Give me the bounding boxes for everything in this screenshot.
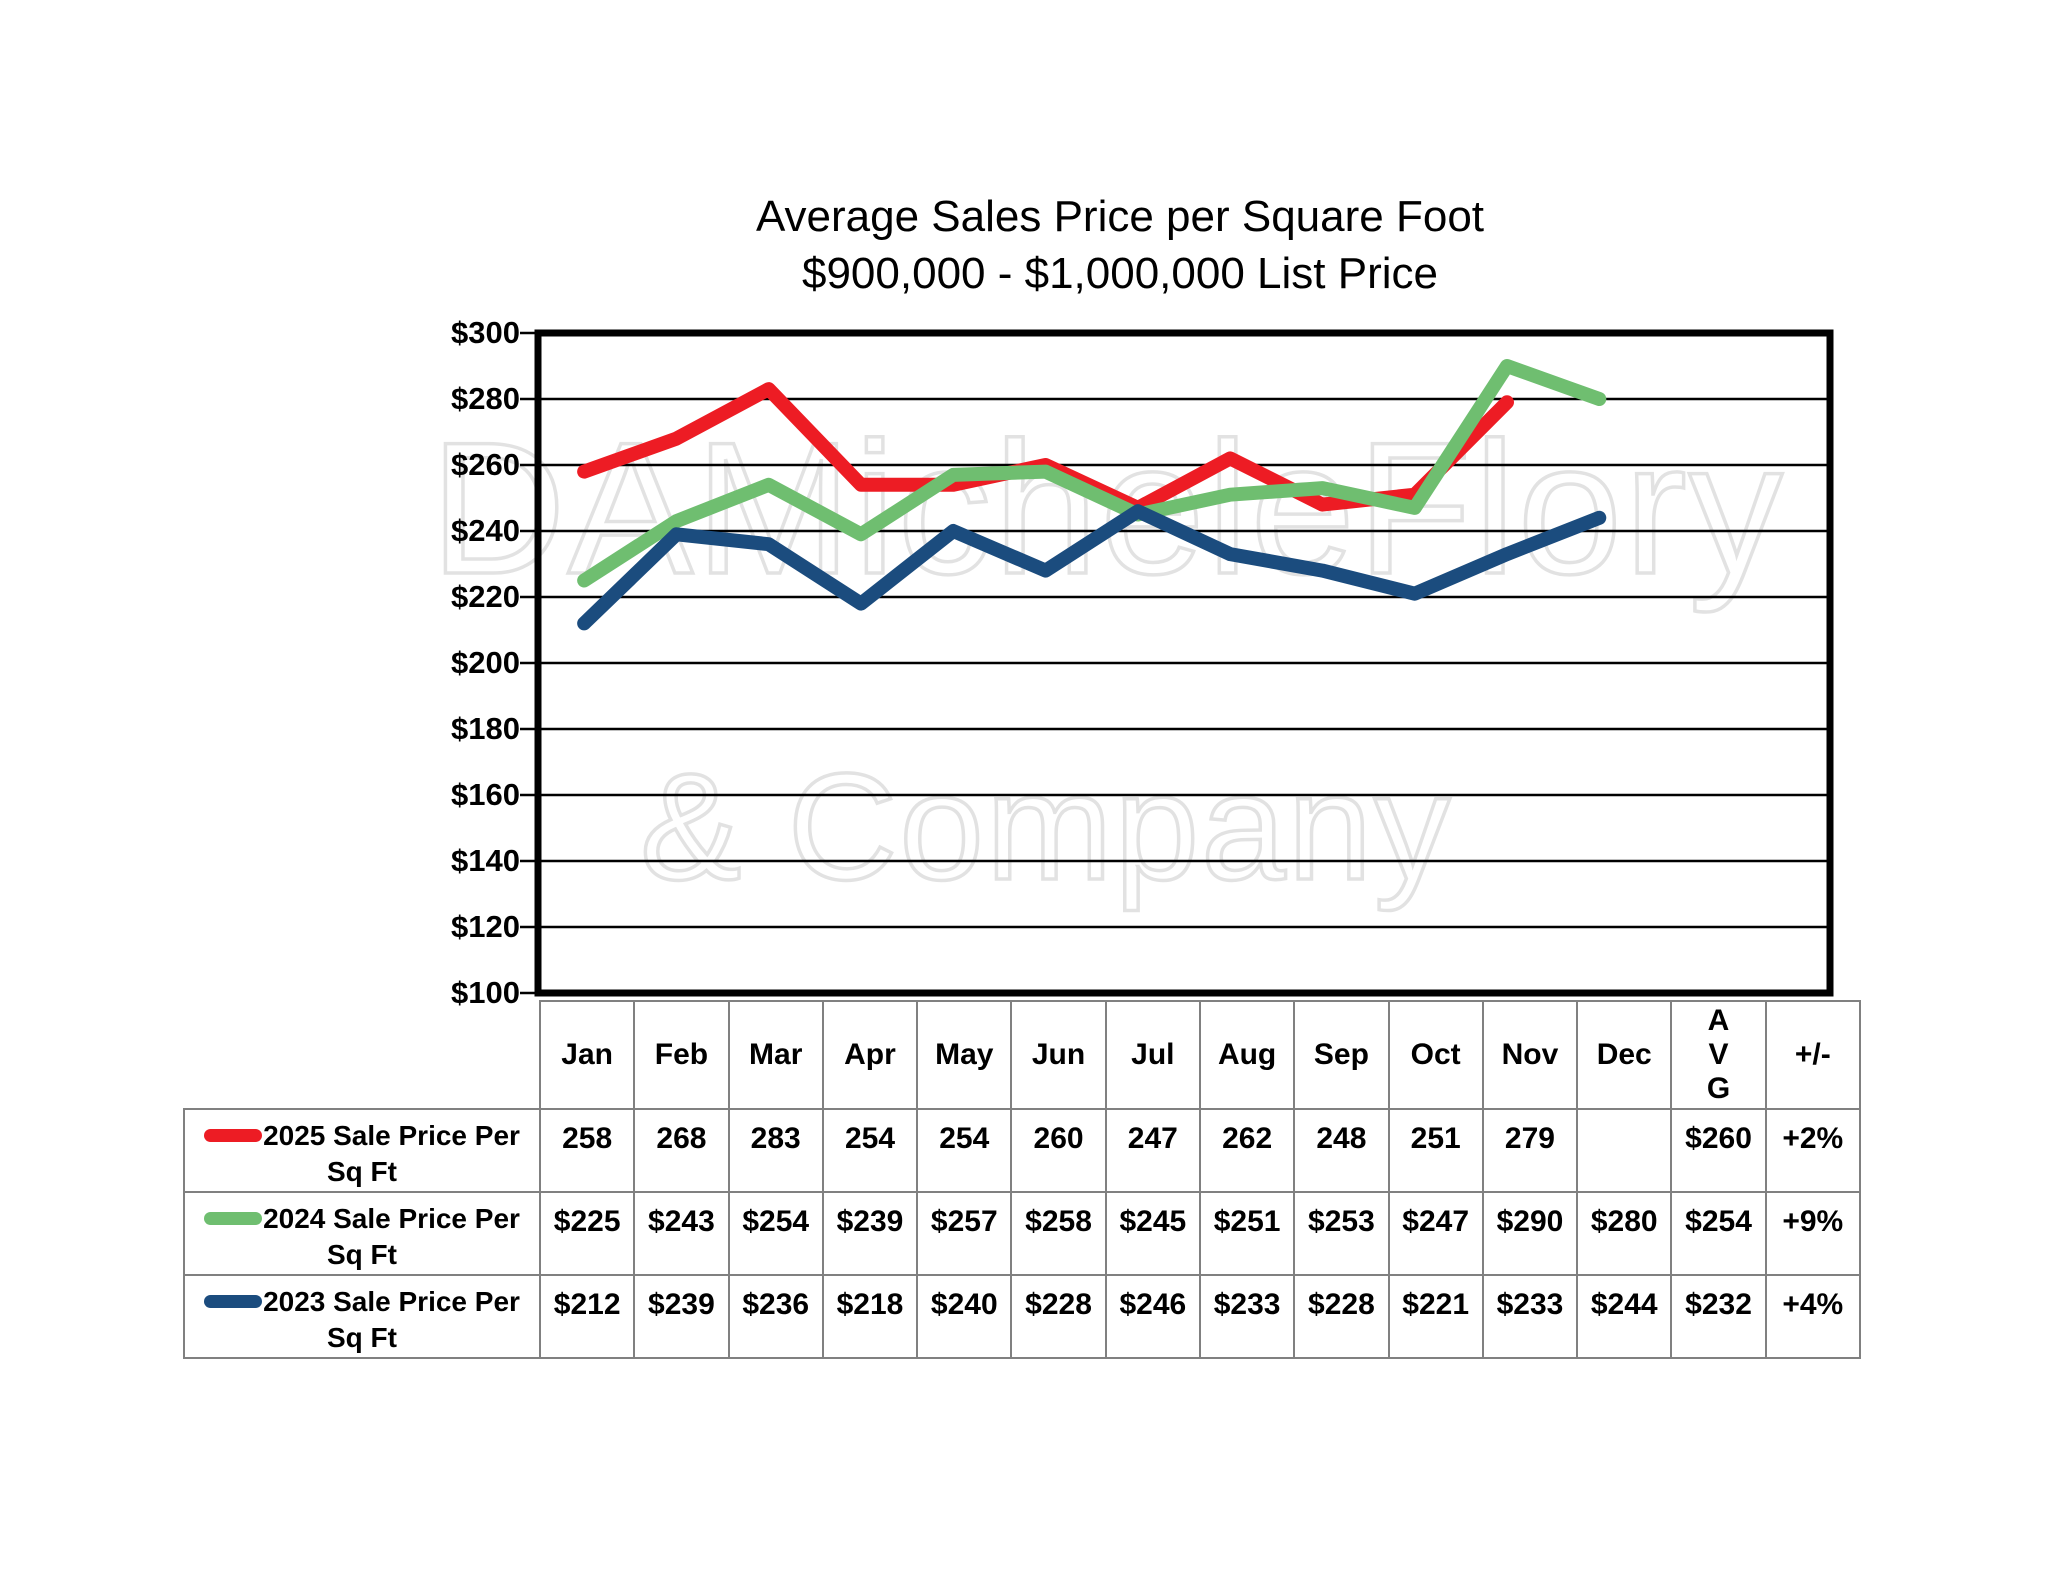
table-cell: +2% (1764, 1108, 1861, 1193)
row-label-text: 2024 Sale Price Per Sq Ft (263, 1203, 520, 1270)
series-line-2 (577, 504, 1607, 631)
legend-marker (204, 1212, 263, 1226)
legend-marker (204, 1295, 263, 1309)
table-cell: $253 (1293, 1191, 1390, 1276)
table-cell: $218 (821, 1274, 919, 1359)
series-line-1 (577, 359, 1607, 588)
table-cell: $233 (1198, 1274, 1296, 1359)
table-cell: $225 (538, 1191, 636, 1276)
table-row: 2024 Sale Price Per Sq Ft $225 $243 $254 $23… (183, 1191, 1861, 1276)
column-header: Mar (727, 1000, 824, 1110)
table-cell: $232 (1670, 1274, 1767, 1359)
series-line-0 (577, 382, 1514, 515)
column-header: Nov (1481, 1000, 1579, 1110)
y-axis-label: $180 (451, 711, 520, 746)
data-table: Jan Feb Mar Apr May Jun Jul Aug Sep Oct Nov Dec AVG +… (183, 1000, 1861, 1359)
table-cell: $233 (1481, 1274, 1579, 1359)
plot-border (534, 329, 1834, 997)
table-cell: 283 (727, 1108, 824, 1193)
table-cell: $239 (633, 1274, 730, 1359)
column-header: AVG (1670, 1000, 1767, 1110)
table-cell: 251 (1387, 1108, 1484, 1193)
column-header: May (916, 1000, 1013, 1110)
y-axis-label: $100 (451, 975, 520, 1010)
y-axis-label: $160 (451, 777, 520, 812)
table-cell: $228 (1010, 1274, 1107, 1359)
table-cell: 247 (1104, 1108, 1201, 1193)
table-cell: $243 (633, 1191, 730, 1276)
table-cell (1576, 1108, 1673, 1193)
row-label: 2024 Sale Price Per Sq Ft (183, 1191, 541, 1276)
table-cell: $258 (1010, 1191, 1107, 1276)
column-header: Dec (1576, 1000, 1673, 1110)
table-cell: $280 (1576, 1191, 1673, 1276)
column-header: Oct (1387, 1000, 1484, 1110)
table-cell: $247 (1387, 1191, 1484, 1276)
table-cell: $221 (1387, 1274, 1484, 1359)
column-header: +/- (1764, 1000, 1861, 1110)
table-cell: $239 (821, 1191, 919, 1276)
table-cell: $254 (727, 1191, 824, 1276)
table-cell: $251 (1198, 1191, 1296, 1276)
table-cell: $245 (1104, 1191, 1201, 1276)
chart-title-line2: $900,000 - $1,000,000 List Price (801, 249, 1438, 298)
y-axis-label: $140 (451, 843, 520, 878)
table-cell: $236 (727, 1274, 824, 1359)
table-row: 2023 Sale Price Per Sq Ft $212 $239 $236 $21… (183, 1274, 1861, 1359)
y-axis-label: $120 (451, 909, 520, 944)
table-row: 2025 Sale Price Per Sq Ft 258 268 283 254 254… (183, 1108, 1861, 1193)
row-label-text: 2023 Sale Price Per Sq Ft (263, 1286, 520, 1353)
table-cell: 248 (1293, 1108, 1390, 1193)
table-header-row: Jan Feb Mar Apr May Jun Jul Aug Sep Oct Nov Dec AVG +… (184, 1000, 1861, 1110)
legend-marker (204, 1129, 263, 1143)
table-cell: 262 (1198, 1108, 1296, 1193)
table-cell: $254 (1670, 1191, 1767, 1276)
row-label: 2023 Sale Price Per Sq Ft (183, 1274, 541, 1359)
table-cell: 254 (821, 1108, 919, 1193)
y-axis-label: $280 (451, 381, 520, 416)
table-cell: +4% (1764, 1274, 1861, 1359)
table-cell: +9% (1764, 1191, 1861, 1276)
table-cell: $260 (1670, 1108, 1767, 1193)
row-label: 2025 Sale Price Per Sq Ft (183, 1108, 541, 1193)
table-cell: 254 (916, 1108, 1013, 1193)
table-cell: 279 (1481, 1108, 1579, 1193)
table-cell: $290 (1481, 1191, 1579, 1276)
table-cell: 260 (1010, 1108, 1107, 1193)
y-axis-label: $220 (451, 579, 520, 614)
y-axis-label: $260 (451, 447, 520, 482)
table-cell: 258 (538, 1108, 636, 1193)
table-cell: $244 (1576, 1274, 1673, 1359)
table-cell: $212 (538, 1274, 636, 1359)
column-header: Jul (1104, 1000, 1201, 1110)
y-axis-label: $300 (451, 315, 520, 350)
column-header: Apr (821, 1000, 919, 1110)
column-header: Sep (1293, 1000, 1390, 1110)
chart-title-line1: Average Sales Price per Square Foot (755, 192, 1485, 241)
y-axis-label: $200 (451, 645, 520, 680)
table-cell: $257 (916, 1191, 1013, 1276)
row-label-text: 2025 Sale Price Per Sq Ft (263, 1120, 520, 1187)
table-cell: $228 (1293, 1274, 1390, 1359)
column-header: Jan (538, 1000, 636, 1110)
table-cell: 268 (633, 1108, 730, 1193)
table-cell: $246 (1104, 1274, 1201, 1359)
column-header: Feb (633, 1000, 730, 1110)
column-header: Jun (1010, 1000, 1107, 1110)
y-axis-label: $240 (451, 513, 520, 548)
table-corner-cell (184, 1001, 540, 1109)
chart-title: Average Sales Price per Square Foot $900… (350, 188, 1890, 302)
table-cell: $240 (916, 1274, 1013, 1359)
column-header: Aug (1198, 1000, 1296, 1110)
